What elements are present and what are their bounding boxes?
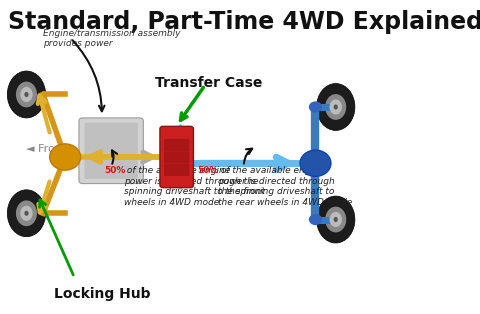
Ellipse shape (317, 196, 355, 243)
Circle shape (309, 101, 322, 113)
Ellipse shape (7, 71, 46, 118)
FancyBboxPatch shape (84, 122, 138, 179)
Text: ◄ Front: ◄ Front (26, 144, 67, 154)
Ellipse shape (16, 200, 37, 226)
Ellipse shape (20, 206, 33, 221)
Text: of the available engine
power is directed through
the spinning driveshaft to
the: of the available engine power is directe… (218, 166, 352, 207)
Circle shape (49, 144, 81, 170)
Text: Engine/transmission assembly
provides power: Engine/transmission assembly provides po… (43, 29, 180, 48)
Ellipse shape (20, 87, 33, 102)
FancyBboxPatch shape (164, 139, 190, 151)
Text: Locking Hub: Locking Hub (54, 287, 150, 301)
Ellipse shape (329, 99, 342, 115)
Ellipse shape (334, 217, 338, 222)
Ellipse shape (24, 211, 29, 216)
FancyBboxPatch shape (164, 164, 190, 176)
FancyBboxPatch shape (160, 126, 193, 188)
Ellipse shape (334, 104, 338, 110)
Text: Transfer Case: Transfer Case (155, 76, 263, 90)
Ellipse shape (329, 212, 342, 227)
Ellipse shape (325, 207, 346, 232)
Ellipse shape (24, 92, 29, 97)
Text: 50%: 50% (198, 166, 219, 176)
Text: Standard, Part-Time 4WD Explained: Standard, Part-Time 4WD Explained (8, 10, 480, 34)
Text: of the available engine
power is directed through the
spinning driveshaft to the: of the available engine power is directe… (124, 166, 265, 207)
Ellipse shape (317, 84, 355, 130)
FancyBboxPatch shape (164, 151, 190, 164)
Ellipse shape (7, 190, 46, 237)
Text: 50%: 50% (104, 166, 125, 176)
FancyBboxPatch shape (79, 118, 144, 184)
Ellipse shape (16, 82, 37, 107)
Ellipse shape (325, 94, 346, 120)
Circle shape (309, 214, 322, 225)
Circle shape (300, 150, 331, 176)
